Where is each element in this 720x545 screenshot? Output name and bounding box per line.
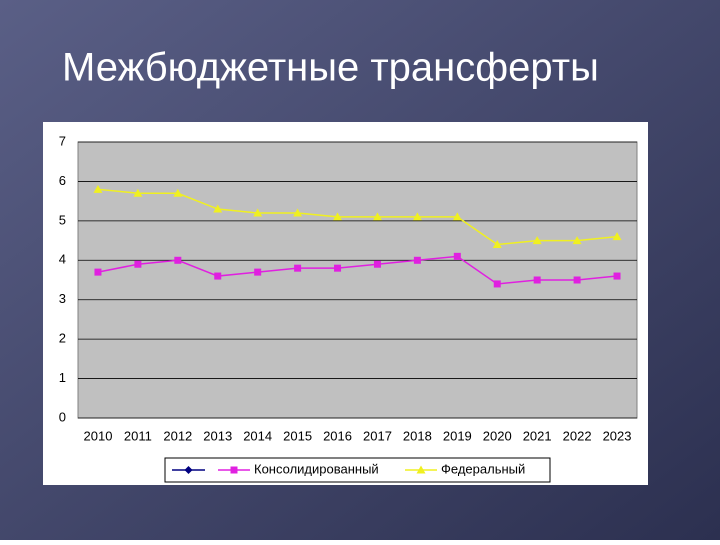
y-tick-label: 7 [59, 133, 66, 148]
x-tick-label: 2017 [363, 428, 392, 443]
x-tick-label: 2018 [403, 428, 432, 443]
point [253, 208, 263, 217]
x-tick-label: 2010 [84, 428, 113, 443]
point [373, 260, 381, 268]
point [452, 212, 462, 221]
series-line [97, 188, 618, 246]
x-tick-label: 2016 [323, 428, 352, 443]
point [573, 276, 581, 284]
x-tick-label: 2020 [483, 428, 512, 443]
legend-label: Федеральный [441, 461, 525, 476]
point [94, 268, 102, 276]
y-tick-label: 1 [59, 370, 66, 385]
point [532, 236, 542, 245]
point [372, 212, 382, 221]
x-tick-label: 2019 [443, 428, 472, 443]
point [333, 212, 343, 221]
x-tick-label: 2012 [163, 428, 192, 443]
point [413, 256, 421, 264]
point [612, 232, 622, 241]
legend-marker [184, 466, 193, 474]
x-tick-label: 2021 [523, 428, 552, 443]
point [416, 465, 426, 474]
y-tick-label: 6 [59, 173, 66, 188]
point [572, 236, 582, 245]
y-tick-label: 4 [59, 252, 66, 267]
point [213, 204, 223, 213]
point [412, 212, 422, 221]
point [230, 466, 238, 474]
point [492, 240, 502, 249]
x-tick-label: 2015 [283, 428, 312, 443]
point [294, 264, 302, 272]
x-tick-label: 2022 [563, 428, 592, 443]
point [133, 188, 143, 197]
point [613, 272, 621, 280]
point [173, 188, 183, 197]
point [533, 276, 541, 284]
y-tick-label: 5 [59, 212, 66, 227]
y-tick-label: 0 [59, 409, 66, 424]
slide-title: Межбюджетные трансферты [62, 46, 599, 90]
point [174, 256, 182, 264]
point [293, 208, 303, 217]
x-tick-label: 2023 [603, 428, 632, 443]
y-tick-label: 3 [59, 291, 66, 306]
legend-label: Консолидированный [254, 461, 379, 476]
point [254, 268, 262, 276]
point [214, 272, 222, 280]
point [93, 184, 103, 193]
point [334, 264, 342, 272]
y-tick-label: 2 [59, 331, 66, 346]
x-tick-label: 2014 [243, 428, 272, 443]
point [453, 252, 461, 260]
x-tick-label: 2013 [203, 428, 232, 443]
point [493, 280, 501, 288]
legend [164, 457, 551, 483]
series-line [97, 255, 618, 285]
point [134, 260, 142, 268]
x-tick-label: 2011 [124, 428, 152, 443]
